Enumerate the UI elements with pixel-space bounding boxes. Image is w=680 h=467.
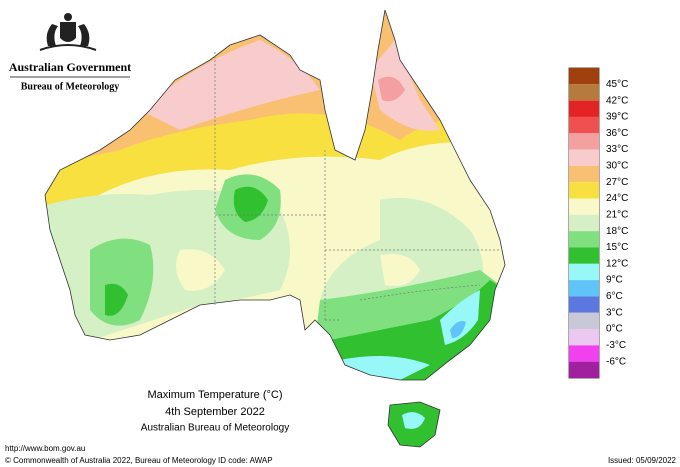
legend-swatch bbox=[569, 280, 599, 297]
legend-label: 21°C bbox=[606, 209, 628, 220]
state-borders bbox=[214, 52, 500, 321]
legend-swatch bbox=[569, 361, 599, 378]
legend-swatch bbox=[569, 329, 599, 346]
id-code: ID code: AWAP bbox=[218, 456, 273, 465]
legend-swatch bbox=[569, 133, 599, 150]
legend-swatch bbox=[569, 345, 599, 362]
legend-label: 30°C bbox=[606, 161, 628, 172]
legend-swatch bbox=[569, 165, 599, 183]
legend-label: -3°C bbox=[606, 340, 626, 351]
legend-swatch bbox=[569, 214, 599, 232]
legend-swatch bbox=[569, 198, 599, 215]
legend-label: 36°C bbox=[606, 128, 628, 139]
legend-swatch bbox=[569, 312, 599, 330]
legend-swatch bbox=[569, 182, 599, 199]
bureau: Bureau of Meteorology bbox=[21, 81, 120, 92]
legend-label: 3°C bbox=[606, 307, 623, 318]
legend-label: 12°C bbox=[606, 258, 628, 269]
issued: Issued: 05/09/2022 bbox=[608, 456, 677, 465]
legend-swatch bbox=[569, 84, 599, 101]
legend-label: 24°C bbox=[606, 193, 628, 204]
legend-swatch bbox=[569, 263, 599, 281]
legend-label: 33°C bbox=[606, 144, 628, 155]
legend-label: 15°C bbox=[606, 242, 628, 253]
map-title: Maximum Temperature (°C) bbox=[147, 389, 282, 401]
government: Australian Government bbox=[9, 60, 131, 74]
legend-label: 39°C bbox=[606, 112, 628, 123]
legend-swatch bbox=[569, 68, 599, 85]
crest bbox=[39, 13, 97, 51]
legend: 45°C 42°C 39°C 36°C 33°C 30°C 27°C 24°C 21°C 18°C… bbox=[569, 68, 628, 378]
legend-label: 27°C bbox=[606, 177, 628, 188]
map-date: 4th September 2022 bbox=[165, 406, 265, 418]
legend-label: 9°C bbox=[606, 275, 623, 286]
legend-label: 18°C bbox=[606, 226, 628, 237]
legend-label: -6°C bbox=[606, 356, 626, 367]
legend-label: 0°C bbox=[606, 324, 623, 335]
legend-swatch bbox=[569, 296, 599, 313]
legend-swatch bbox=[569, 116, 599, 134]
legend-label: 45°C bbox=[606, 79, 628, 90]
copyright: © Commonwealth of Australia 2022, Bureau… bbox=[5, 456, 216, 465]
legend-label: 6°C bbox=[606, 291, 623, 302]
url: http://www.bom.gov.au bbox=[5, 444, 85, 453]
legend-swatch bbox=[569, 149, 599, 166]
legend-swatch bbox=[569, 231, 599, 248]
legend-swatch bbox=[569, 247, 599, 264]
legend-label: 42°C bbox=[606, 95, 628, 106]
map-source: Australian Bureau of Meteorology bbox=[141, 423, 289, 434]
legend-swatch bbox=[569, 100, 599, 117]
